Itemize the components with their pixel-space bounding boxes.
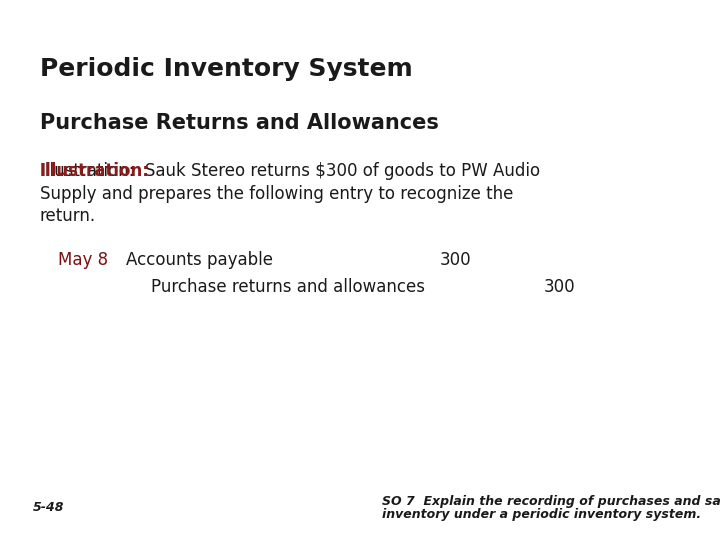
Text: Purchase returns and allowances: Purchase returns and allowances — [151, 278, 426, 295]
Text: SO 7  Explain the recording of purchases and sales of: SO 7 Explain the recording of purchases … — [382, 495, 720, 508]
Text: inventory under a periodic inventory system.: inventory under a periodic inventory sys… — [382, 508, 701, 521]
Text: Illustration:  Sauk Stereo returns $300 of goods to PW Audio: Illustration: Sauk Stereo returns $300 o… — [40, 162, 540, 180]
Text: 300: 300 — [439, 251, 471, 269]
Text: Purchase Returns and Allowances: Purchase Returns and Allowances — [40, 113, 438, 133]
Text: 300: 300 — [544, 278, 575, 295]
Text: Supply and prepares the following entry to recognize the: Supply and prepares the following entry … — [40, 185, 513, 202]
Text: 5-48: 5-48 — [32, 501, 64, 514]
Text: Illustration:: Illustration: — [40, 162, 150, 180]
Text: May 8: May 8 — [58, 251, 108, 269]
Text: Accounts payable: Accounts payable — [126, 251, 273, 269]
Text: return.: return. — [40, 207, 96, 225]
Text: Periodic Inventory System: Periodic Inventory System — [40, 57, 413, 80]
